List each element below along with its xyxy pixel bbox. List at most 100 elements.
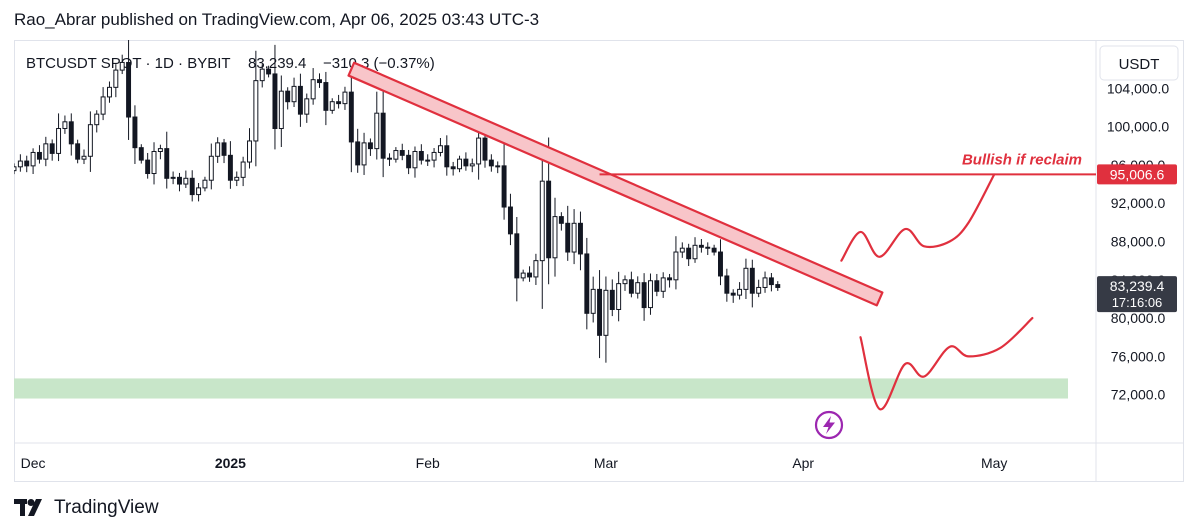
candle (183, 170, 189, 188)
candle (348, 76, 354, 173)
candle-body (278, 90, 284, 130)
candle (367, 138, 373, 156)
candle-body (558, 216, 564, 224)
candle-body (183, 177, 189, 185)
flash-icon[interactable] (814, 410, 844, 440)
candle (164, 131, 170, 189)
candle-body (355, 141, 361, 166)
candle (641, 273, 647, 321)
legend-change: −310.3 (−0.37%) (323, 55, 435, 72)
candle-body (56, 128, 62, 154)
x-tick-label: Feb (416, 455, 440, 471)
candle (399, 143, 405, 161)
candle-body (342, 91, 348, 105)
candle (87, 111, 93, 172)
candle-body (151, 150, 157, 175)
candle-body (463, 158, 469, 167)
resistance-price-tag (1097, 164, 1177, 185)
candle (501, 140, 507, 220)
x-tick-label: Mar (594, 455, 618, 471)
candle (679, 242, 685, 258)
candle-body (539, 180, 545, 262)
resistance-annotation: Bullish if reclaim (962, 151, 1082, 168)
candle-body (234, 176, 240, 181)
descending-trendline[interactable] (347, 61, 884, 307)
candle (718, 239, 723, 286)
candle-body (647, 280, 653, 309)
candle (692, 237, 698, 263)
candle-body (259, 68, 265, 82)
candle-body (157, 148, 163, 152)
candle (628, 271, 634, 298)
candle-body (253, 80, 259, 142)
candle-body (571, 222, 577, 253)
chart-canvas[interactable]: BTCUSDT SPOT · 1D · BYBIT 83,239.4 −310.… (14, 40, 1184, 482)
candle (476, 130, 482, 180)
candle (514, 216, 520, 302)
candle (285, 87, 291, 110)
candle-body (62, 121, 68, 130)
candle-body (749, 267, 755, 294)
candle-body (692, 244, 698, 260)
y-tick-label: 92,000.0 (1111, 195, 1166, 211)
candle (196, 182, 202, 202)
candle (756, 279, 762, 298)
candle-body (412, 150, 418, 169)
candle-body (87, 124, 93, 157)
candle (202, 176, 208, 192)
candle-body (247, 140, 252, 163)
candle-body (126, 61, 132, 118)
x-tick-label: Apr (792, 455, 814, 471)
candle (667, 273, 673, 288)
candle (457, 155, 463, 173)
candle (56, 113, 62, 162)
candle-body (762, 277, 768, 288)
candle (686, 243, 692, 267)
candle-body (43, 143, 49, 160)
candle-body (81, 155, 87, 160)
candle-body (24, 160, 30, 167)
candle-body (667, 277, 673, 281)
candle (571, 209, 577, 265)
y-tick-label: 88,000.0 (1111, 234, 1166, 250)
candle-body (336, 101, 342, 105)
currency-selector[interactable] (1099, 45, 1179, 81)
candle-body (36, 151, 42, 160)
candle-body (431, 151, 437, 161)
candle-body (297, 85, 303, 115)
candle-body (673, 251, 679, 281)
candle-body (291, 85, 297, 103)
y-tick-label: 72,000.0 (1111, 387, 1166, 403)
candle (132, 105, 138, 164)
candle (431, 148, 437, 168)
candle (488, 154, 494, 172)
candle-body (437, 145, 443, 153)
candle (437, 137, 443, 157)
support-zone[interactable] (14, 378, 1068, 399)
candle (749, 259, 755, 308)
bullish-projection-path[interactable] (840, 173, 996, 262)
candle (762, 271, 768, 293)
candle-body (590, 288, 596, 314)
candle (177, 172, 182, 192)
candle (75, 139, 81, 164)
candle-body (215, 142, 221, 157)
candle-body (348, 91, 354, 143)
bearish-projection-path[interactable] (859, 317, 1034, 411)
candle (418, 144, 424, 165)
candle (14, 163, 17, 175)
last-price-tag-label: 83,239.4 (1110, 278, 1165, 294)
candle (768, 273, 774, 292)
y-tick-label: 76,000.0 (1111, 348, 1166, 364)
candle (126, 40, 132, 140)
candle-body (584, 253, 590, 314)
candle-body (552, 216, 558, 259)
candle (724, 268, 730, 302)
candle (259, 64, 265, 88)
y-tick-label: 80,000.0 (1111, 310, 1166, 326)
candle-body (737, 288, 743, 296)
candle-body (240, 161, 246, 178)
candle-body (756, 286, 762, 294)
candle (775, 281, 781, 291)
tradingview-logo[interactable]: TradingView (14, 496, 159, 520)
